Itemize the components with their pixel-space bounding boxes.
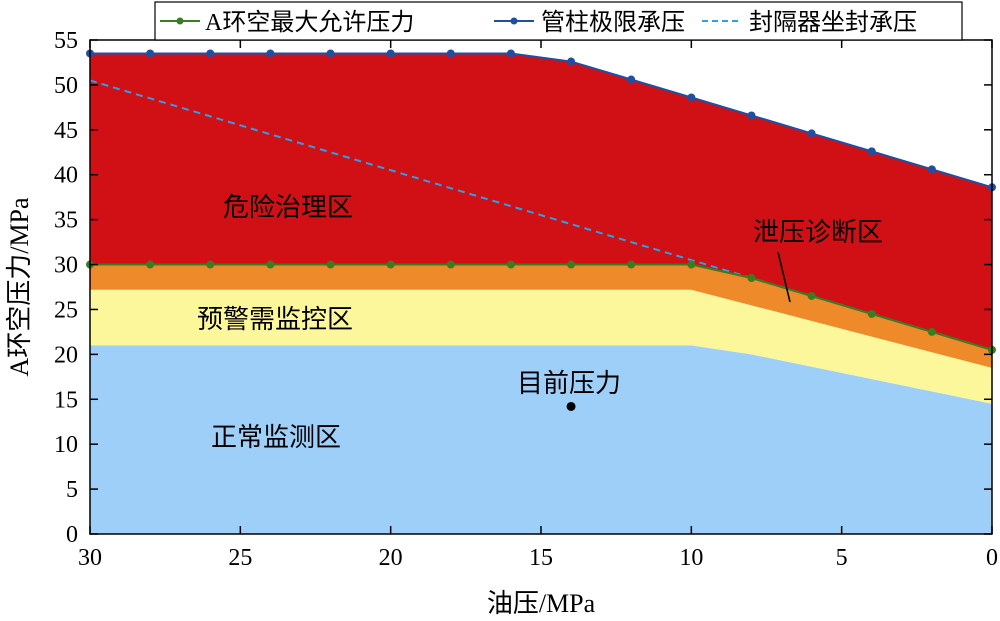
data-point-max-allowed (567, 260, 576, 269)
zone-warning (90, 289, 992, 404)
zone-normal (90, 345, 992, 534)
data-point-tubing-limit (446, 49, 455, 58)
zone-label-normal: 正常监测区 (211, 423, 341, 452)
y-tick-label: 15 (54, 387, 78, 413)
y-tick-label: 50 (54, 73, 78, 99)
x-tick-label: 20 (379, 545, 403, 571)
current-pressure-point (566, 401, 576, 411)
data-point-tubing-limit (807, 129, 816, 138)
data-point-max-allowed (807, 291, 816, 300)
legend-marker-tubing-limit (510, 17, 518, 25)
x-tick-label: 0 (986, 545, 998, 571)
zones-layer (90, 53, 992, 534)
x-tick-label: 15 (529, 545, 553, 571)
data-point-max-allowed (446, 260, 455, 269)
x-tick-label: 30 (78, 545, 102, 571)
zone-label-relief: 泄压诊断区 (753, 218, 883, 247)
data-point-max-allowed (687, 260, 696, 269)
y-tick-label: 10 (54, 432, 78, 458)
legend-label-packer: 封隔器坐封承压 (749, 9, 917, 36)
data-point-max-allowed (266, 260, 275, 269)
y-tick-label: 55 (54, 28, 78, 54)
y-tick-label: 35 (54, 208, 78, 234)
zone-relief (90, 264, 992, 368)
data-point-tubing-limit (567, 57, 576, 66)
x-tick-label: 5 (836, 545, 848, 571)
data-point-tubing-limit (506, 49, 515, 58)
data-point-max-allowed (506, 260, 515, 269)
data-point-max-allowed (927, 327, 936, 336)
current-pressure-label: 目前压力 (517, 369, 621, 398)
y-tick-label: 0 (66, 522, 78, 548)
y-axis-title: A环空压力/MPa (5, 197, 34, 377)
x-tick-label: 10 (679, 545, 703, 571)
y-tick-label: 30 (54, 253, 78, 279)
zone-label-danger: 危险治理区 (223, 193, 353, 222)
data-point-max-allowed (386, 260, 395, 269)
series-line-tubing-limit (90, 52, 993, 189)
data-point-max-allowed (146, 260, 155, 269)
data-point-max-allowed (627, 260, 636, 269)
y-tick-label: 25 (54, 297, 78, 323)
y-tick-label: 40 (54, 163, 78, 189)
legend-marker-max-allowed (176, 17, 184, 25)
data-point-tubing-limit (326, 49, 335, 58)
legend: A环空最大允许压力 管柱极限承压 封隔器坐封承压 (154, 1, 963, 41)
y-tick-label: 45 (54, 118, 78, 144)
data-point-max-allowed (867, 309, 876, 318)
legend-box (154, 1, 963, 41)
data-point-tubing-limit (206, 49, 215, 58)
legend-label-max-allowed: A环空最大允许压力 (205, 9, 414, 36)
data-point-max-allowed (326, 260, 335, 269)
x-tick-label: 25 (228, 545, 252, 571)
data-point-max-allowed (747, 274, 756, 283)
data-point-tubing-limit (386, 49, 395, 58)
relief-zone-pointer (777, 251, 791, 303)
legend-label-tubing-limit: 管柱极限承压 (541, 9, 685, 36)
data-point-tubing-limit (927, 165, 936, 174)
zone-label-warning: 预警需监控区 (197, 305, 353, 334)
data-point-tubing-limit (146, 49, 155, 58)
data-point-tubing-limit (747, 111, 756, 120)
data-point-tubing-limit (266, 49, 275, 58)
lines-layer (86, 49, 996, 354)
y-tick-label: 20 (54, 342, 78, 368)
data-point-tubing-limit (867, 147, 876, 156)
data-point-max-allowed (206, 260, 215, 269)
x-axis-title: 油压/MPa (487, 589, 596, 618)
data-point-tubing-limit (687, 93, 696, 102)
y-tick-label: 5 (66, 477, 78, 503)
series-line-max-allowed (90, 263, 993, 351)
data-point-tubing-limit (627, 75, 636, 84)
zone-danger (90, 53, 992, 350)
